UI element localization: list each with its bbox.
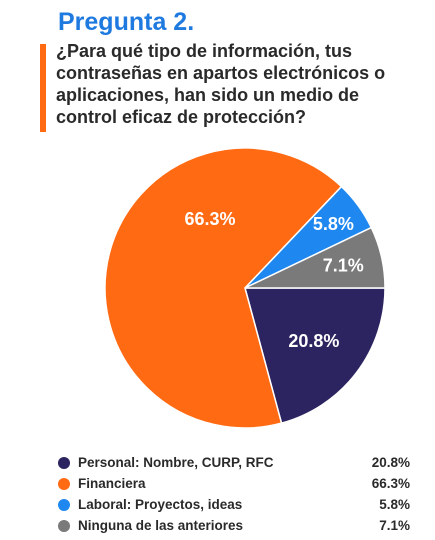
legend-item: Personal: Nombre, CURP, RFC 20.8% — [58, 452, 410, 473]
slice-label: 5.8% — [313, 214, 354, 234]
slice-label: 7.1% — [323, 256, 364, 276]
legend-dot — [58, 456, 70, 469]
legend-dot — [58, 519, 70, 532]
legend-item: Financiera 66.3% — [58, 473, 410, 494]
accent-bar — [40, 44, 46, 132]
legend-dot — [58, 498, 70, 511]
slice-label: 20.8% — [288, 331, 339, 351]
legend-label: Laboral: Proyectos, ideas — [78, 497, 243, 512]
legend-label: Ninguna de las anteriores — [78, 518, 244, 533]
legend-item: Ninguna de las anteriores 7.1% — [58, 515, 410, 536]
pie-slice — [244, 226, 386, 289]
slice-label: 66.3% — [184, 209, 235, 229]
legend-value: 7.1% — [379, 518, 410, 533]
legend-label: Financiera — [78, 476, 146, 491]
pie-chart: 20.8% 66.3% 5.8% 7.1% — [104, 147, 386, 429]
legend-value: 66.3% — [371, 476, 410, 491]
pie-slice — [104, 147, 343, 429]
legend-value: 5.8% — [379, 497, 410, 512]
legend-label: Personal: Nombre, CURP, RFC — [78, 455, 274, 470]
legend-value: 20.8% — [371, 455, 410, 470]
legend: Personal: Nombre, CURP, RFC 20.8% Financ… — [58, 452, 410, 536]
question-text: ¿Para qué tipo de información, tus contr… — [56, 41, 386, 127]
page-title: Pregunta 2. — [58, 8, 195, 36]
legend-dot — [58, 477, 70, 490]
legend-item: Laboral: Proyectos, ideas 5.8% — [58, 494, 410, 515]
pie-slice — [244, 287, 386, 425]
